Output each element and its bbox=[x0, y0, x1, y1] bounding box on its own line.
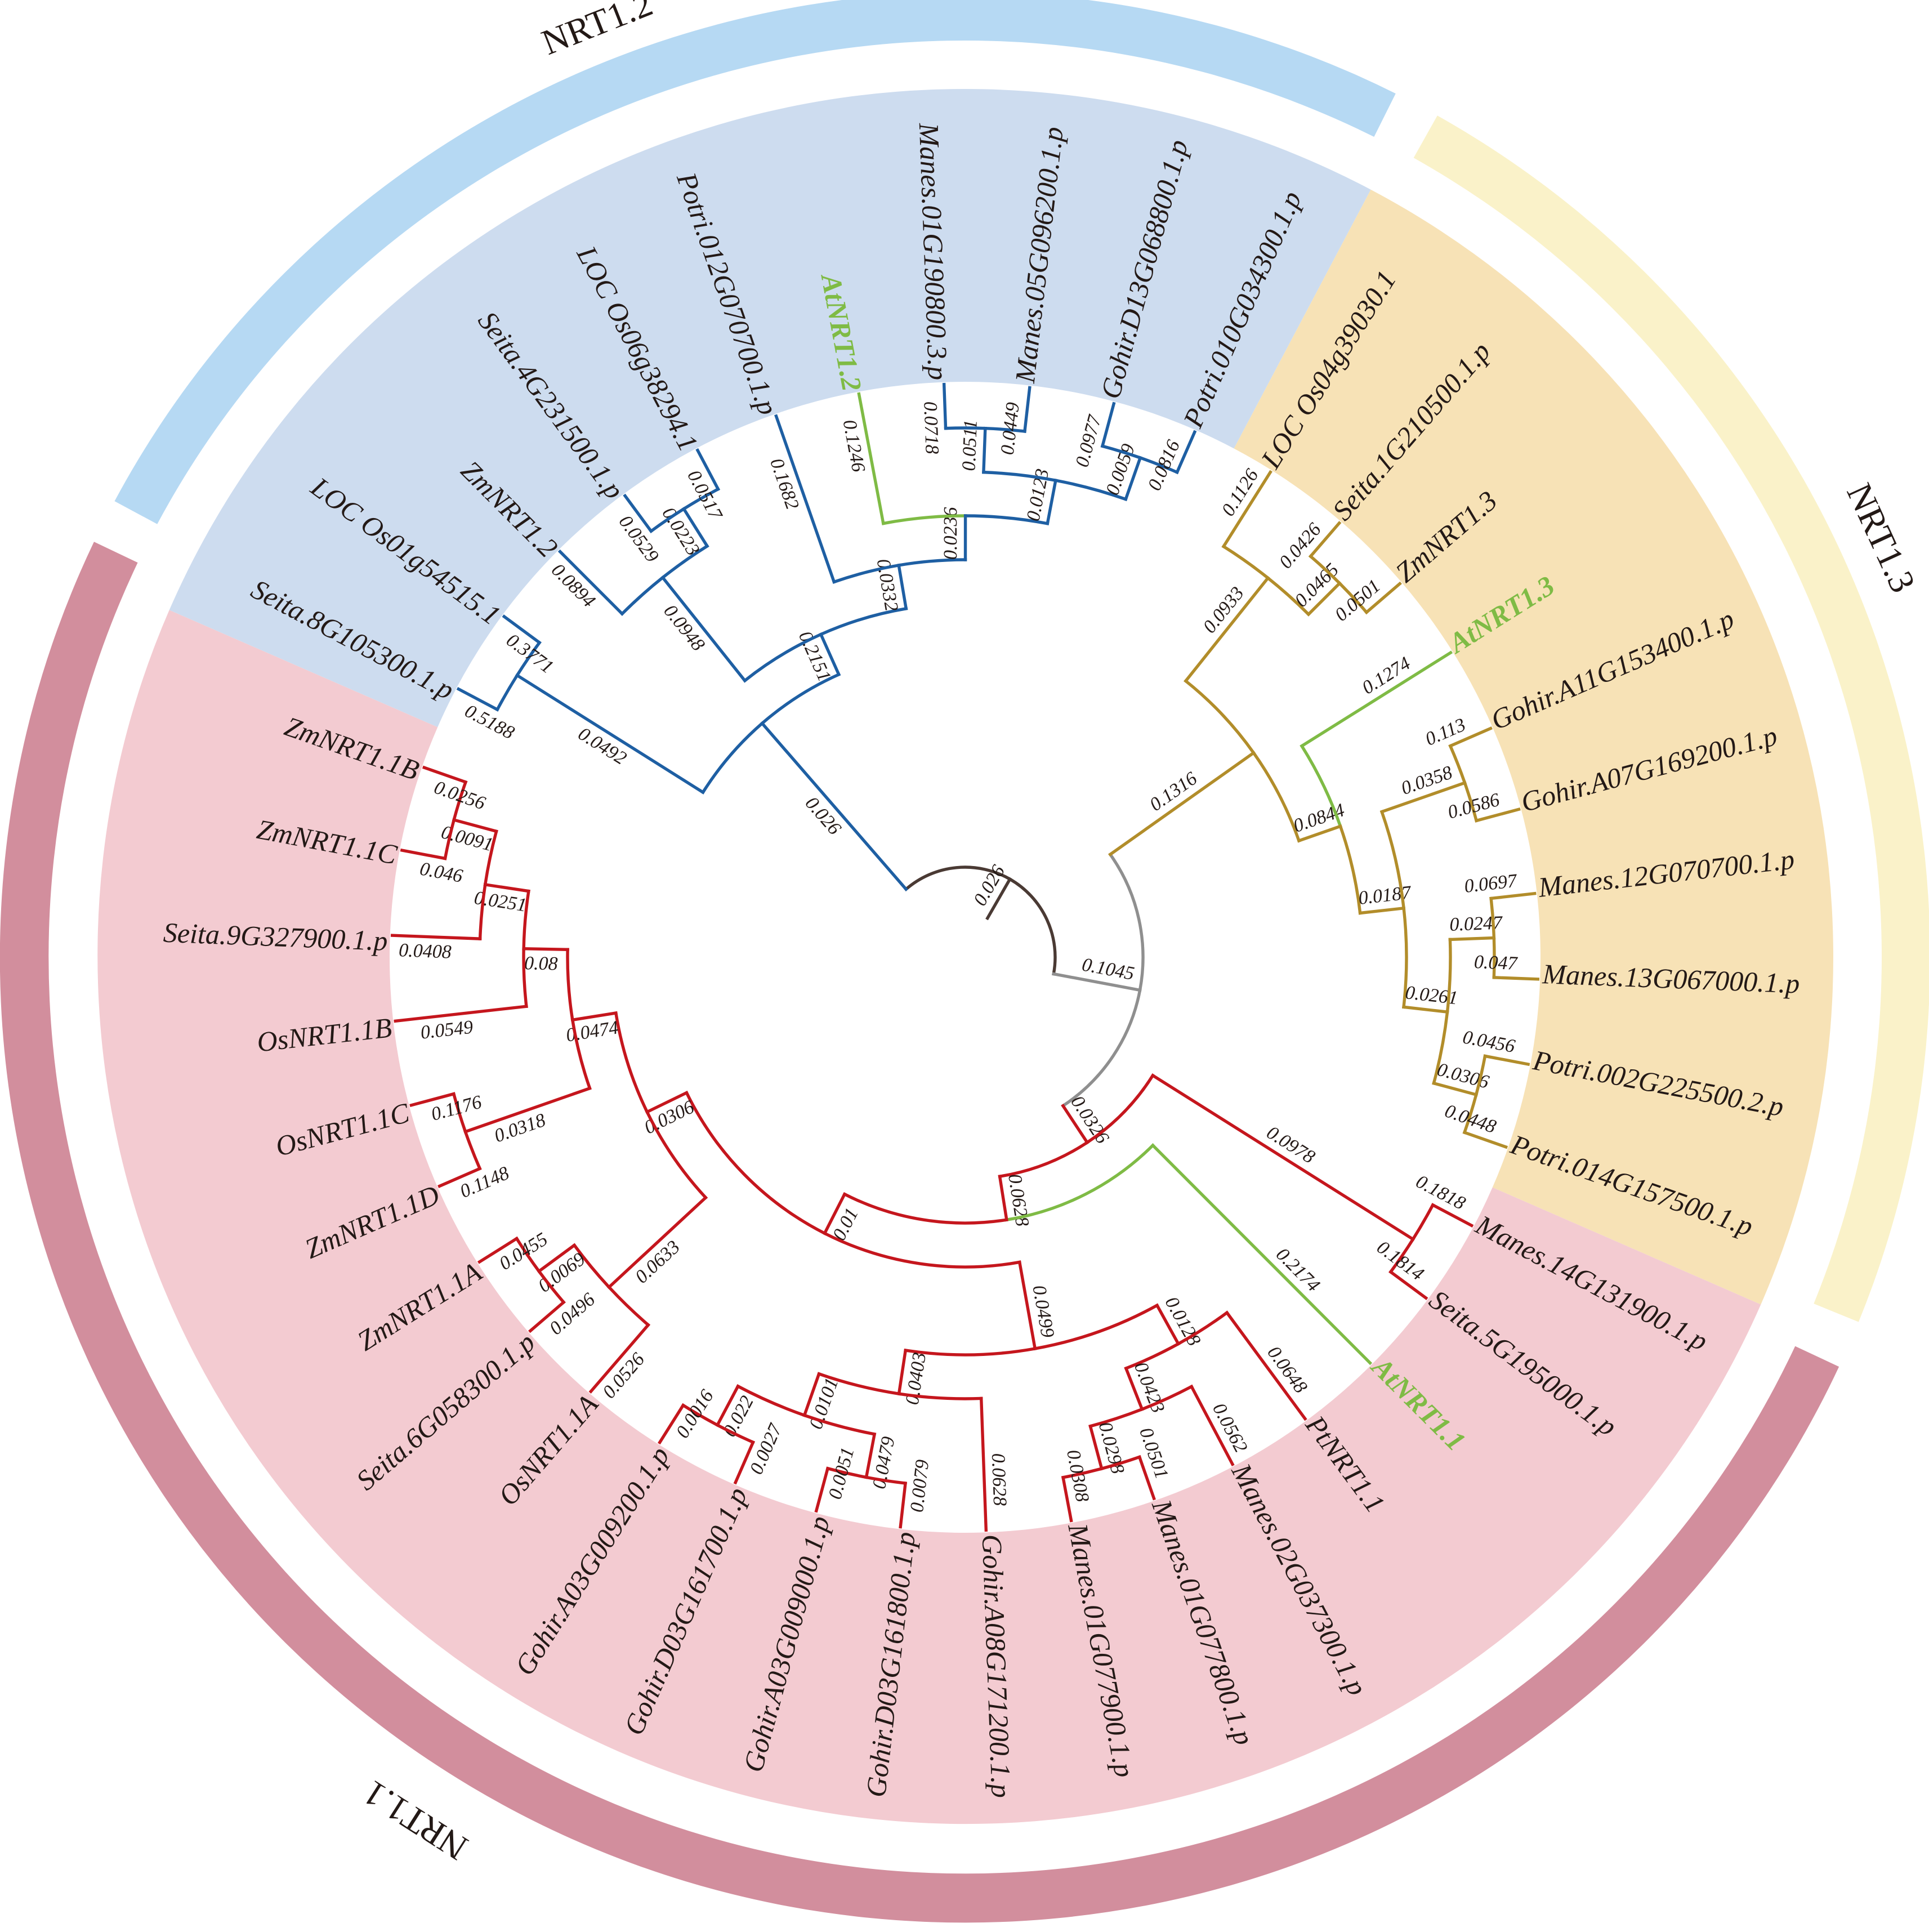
svg-text:0.0408: 0.0408 bbox=[399, 940, 452, 963]
svg-text:0.08: 0.08 bbox=[524, 953, 558, 974]
svg-text:0.0628: 0.0628 bbox=[988, 1453, 1010, 1506]
svg-text:0.047: 0.047 bbox=[1473, 952, 1519, 974]
svg-text:0.0247: 0.0247 bbox=[1449, 912, 1504, 935]
svg-text:0.0718: 0.0718 bbox=[919, 401, 942, 454]
